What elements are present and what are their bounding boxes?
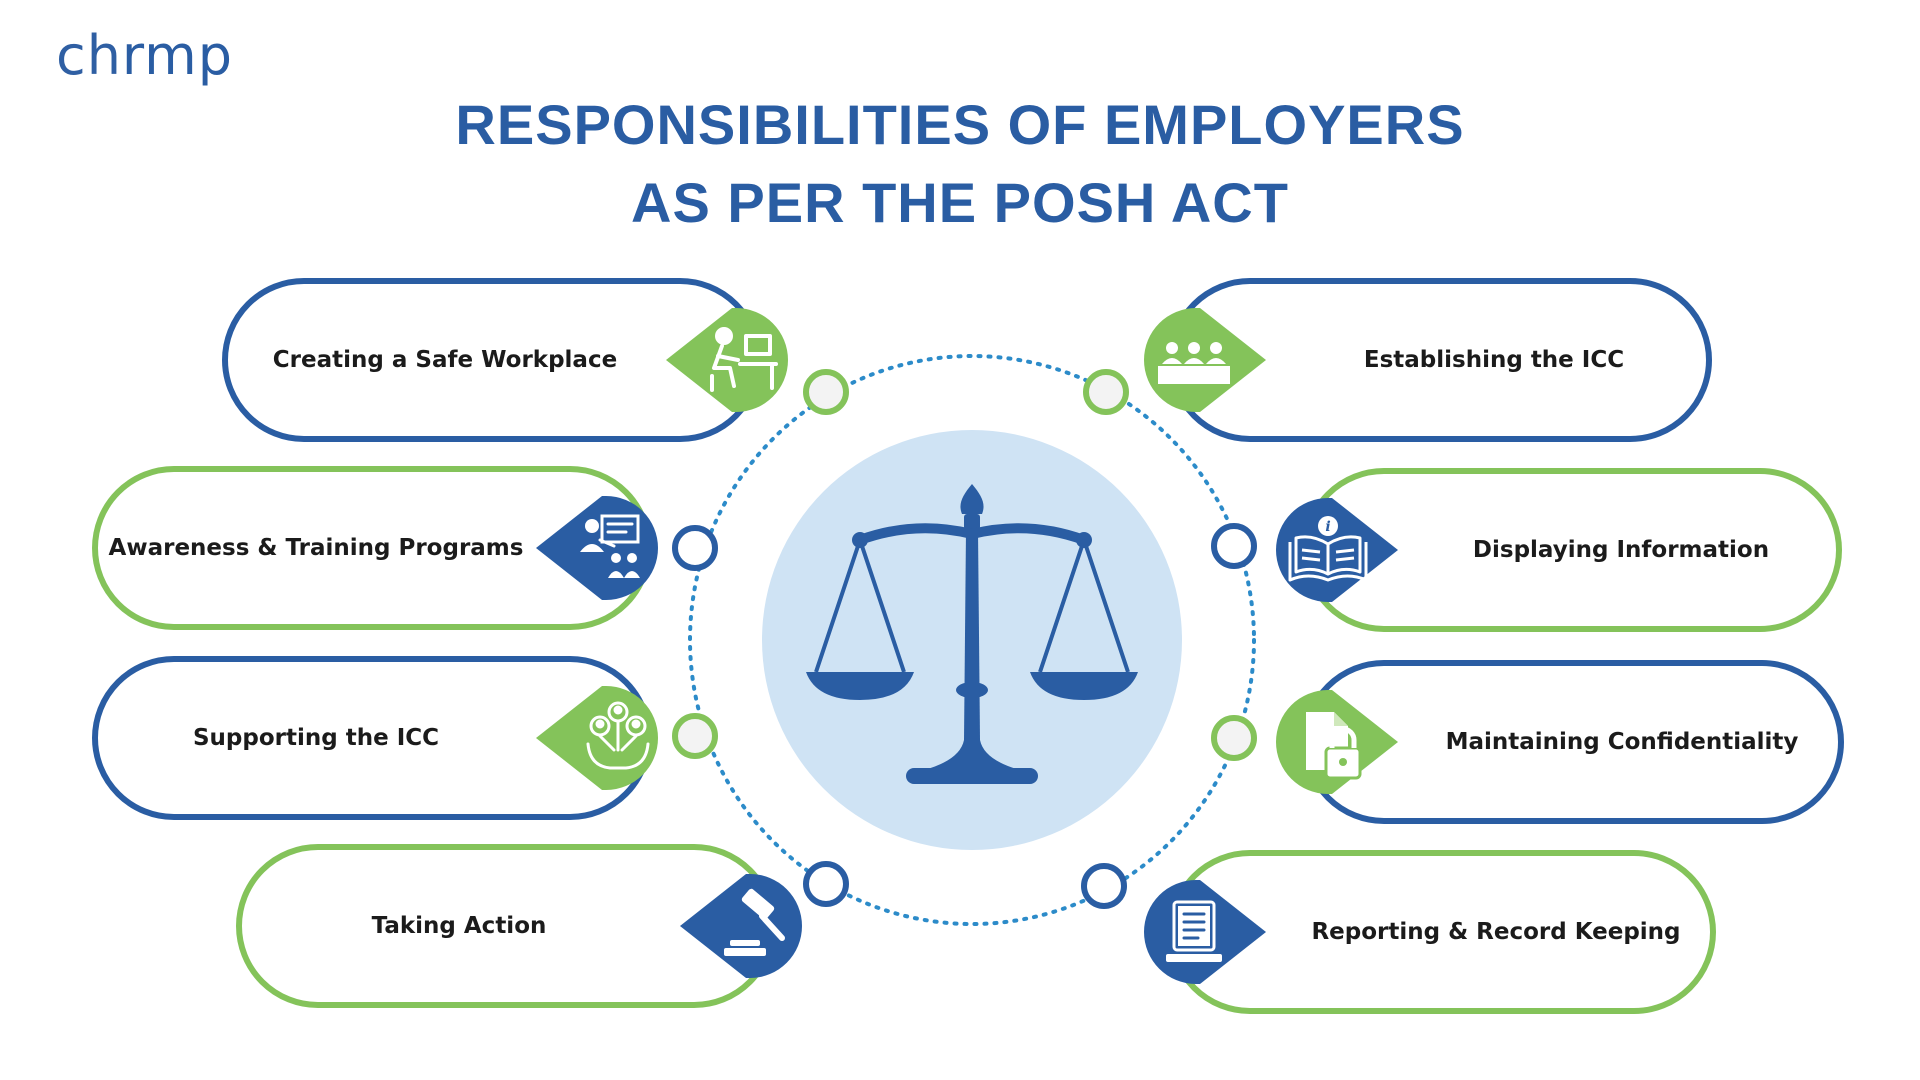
pill-label-taking-action: Taking Action — [371, 913, 547, 939]
badge-taking-action — [680, 874, 802, 978]
connector-dot — [672, 713, 718, 759]
badge-supporting-icc — [536, 686, 658, 790]
record-document-icon — [1166, 900, 1222, 962]
committee-meeting-icon — [1158, 342, 1230, 384]
pill-label-maintaining-confidentiality: Maintaining Confidentiality — [1445, 729, 1799, 755]
connector-dot — [803, 369, 849, 415]
pill-label-awareness-training: Awareness & Training Programs — [108, 535, 524, 561]
gavel-icon — [724, 888, 785, 956]
title-line-1: RESPONSIBILITIES OF EMPLOYERS — [455, 93, 1465, 156]
connector-dot — [1211, 523, 1257, 569]
pill-label-creating-safe-workplace: Creating a Safe Workplace — [272, 347, 618, 373]
badge-displaying-information: i — [1276, 498, 1398, 602]
pill-establishing-icc — [1168, 278, 1712, 442]
page-title: RESPONSIBILITIES OF EMPLOYERS AS PER THE… — [0, 86, 1920, 242]
badge-reporting-record-keeping — [1144, 880, 1266, 984]
svg-text:i: i — [1325, 519, 1330, 535]
connector-dot — [1211, 715, 1257, 761]
logo-part-1: ch — [56, 24, 122, 87]
scales-of-justice-icon — [806, 484, 1138, 784]
worker-at-desk-icon — [710, 327, 778, 392]
supporting-people-hands-icon — [586, 701, 650, 770]
badge-establishing-icc — [1144, 308, 1266, 412]
locked-document-icon — [1306, 712, 1362, 780]
dotted-ring — [688, 354, 1256, 926]
brand-logo: chrmp — [56, 24, 233, 87]
title-line-2: AS PER THE POSH ACT — [631, 171, 1289, 234]
badge-creating-safe-workplace — [666, 308, 788, 412]
logo-part-2: rmp — [121, 24, 234, 87]
information-book-icon: i — [1288, 516, 1368, 582]
connector-dot — [672, 525, 718, 571]
pill-label-supporting-icc: Supporting the ICC — [192, 725, 440, 751]
pill-label-displaying-information: Displaying Information — [1472, 537, 1770, 563]
connector-dot — [1083, 369, 1129, 415]
ring-connector-dots — [672, 369, 1257, 909]
badge-awareness-training — [536, 496, 658, 600]
presentation-training-icon — [580, 514, 640, 578]
connector-dot — [803, 861, 849, 907]
pill-label-establishing-icc: Establishing the ICC — [1363, 347, 1625, 373]
badge-maintaining-confidentiality — [1276, 690, 1398, 794]
connector-dot — [1081, 863, 1127, 909]
pill-label-reporting-record-keeping: Reporting & Record Keeping — [1311, 919, 1681, 945]
